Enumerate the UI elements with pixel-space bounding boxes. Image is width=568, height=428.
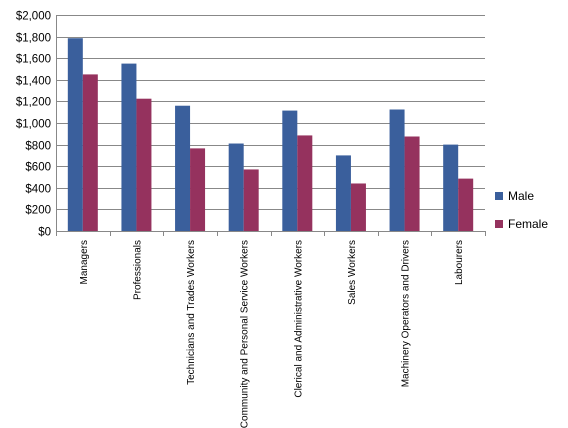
y-tick-label: $1,200: [16, 97, 51, 109]
legend-swatch-female: [495, 220, 503, 228]
y-tick-label: $800: [25, 141, 51, 153]
category-label: Labourers: [454, 240, 465, 285]
legend-label-male: Male: [508, 189, 534, 203]
bar-female: [350, 183, 366, 231]
bar-male: [282, 110, 298, 231]
y-tick-label: $400: [25, 184, 51, 196]
bar-female: [404, 136, 420, 231]
y-tick-label: $200: [25, 205, 51, 217]
bar-male: [335, 155, 351, 231]
y-tick-label: $1,600: [16, 54, 51, 66]
category-label: Sales Workers: [347, 240, 358, 305]
category-label: Machinery Operators and Drivers: [401, 240, 412, 387]
gridlines: [56, 15, 485, 210]
legend-swatch-male: [495, 192, 503, 200]
y-tick-label: $1,800: [16, 33, 51, 45]
y-tick-label: $1,000: [16, 119, 51, 131]
bars: [67, 38, 474, 232]
x-axis-category-labels: Managers Professionals Technicians and Tra…: [79, 240, 465, 428]
bar-male: [228, 143, 244, 231]
category-label: Managers: [79, 240, 90, 284]
bar-female: [190, 148, 206, 231]
y-tick-label: $0: [38, 227, 51, 239]
category-label: Clerical and Administrative Workers: [293, 240, 304, 398]
bar-female: [458, 178, 474, 231]
axes: [56, 15, 486, 236]
bar-female: [243, 169, 259, 231]
category-label: Professionals: [132, 240, 143, 300]
legend-label-female: Female: [508, 217, 548, 231]
bar-male: [67, 38, 83, 231]
bar-female: [82, 74, 98, 232]
bar-male: [443, 144, 459, 231]
category-label: Technicians and Trades Workers: [186, 240, 197, 385]
bar-male: [175, 105, 191, 231]
bar-female: [136, 98, 152, 231]
y-tick-label: $600: [25, 162, 51, 174]
y-axis-tick-labels: $0 $200 $400 $600 $800 $1,000 $1,200 $1,400 $1,6…: [16, 11, 51, 239]
category-label: Community and Personal Service Workers: [240, 240, 251, 428]
legend: Male Female: [495, 189, 548, 231]
y-tick-label: $1,400: [16, 76, 51, 88]
bar-male: [121, 63, 137, 231]
y-tick-label: $2,000: [16, 11, 51, 23]
bar-female: [297, 135, 313, 231]
bar-male: [389, 109, 405, 231]
